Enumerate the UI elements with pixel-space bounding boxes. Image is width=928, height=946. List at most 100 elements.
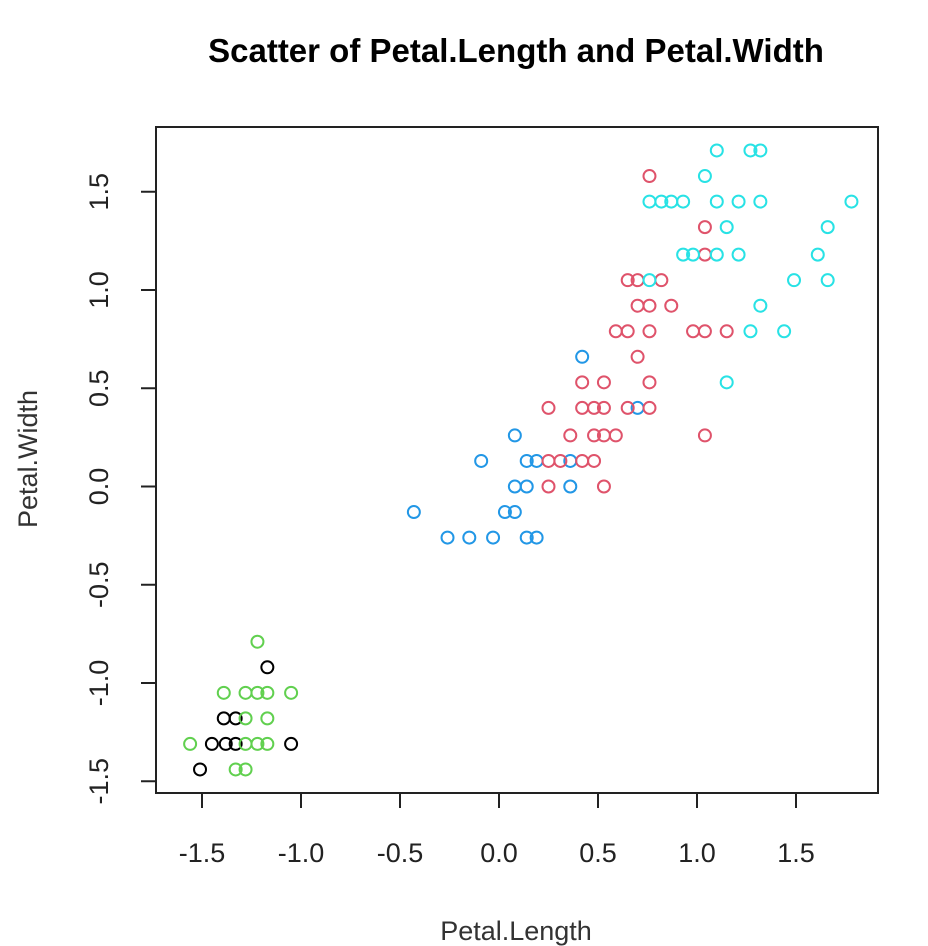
data-point-blue	[563, 479, 578, 494]
data-point-red	[608, 428, 623, 443]
data-point-red	[563, 428, 578, 443]
x-tick-label: 0.0	[480, 838, 518, 868]
data-point-black	[228, 711, 243, 726]
data-point-red	[642, 324, 657, 339]
data-point-cyan	[719, 220, 734, 235]
data-point-blue	[497, 505, 512, 520]
data-point-red	[642, 298, 657, 313]
data-point-cyan	[709, 194, 724, 209]
data-point-red	[697, 220, 712, 235]
y-tick-label: -0.5	[84, 561, 114, 608]
data-point-green	[250, 634, 265, 649]
data-point-black	[228, 736, 243, 751]
data-point-green	[183, 736, 198, 751]
y-axis: -1.5 -1.0 -0.5 0.0 0.5 1.0 1.5	[84, 173, 157, 805]
x-tick-label: 1.0	[678, 838, 716, 868]
data-point-red	[608, 324, 623, 339]
data-point-red	[587, 428, 602, 443]
data-point-green	[238, 685, 253, 700]
data-point-black	[284, 736, 299, 751]
data-point-blue	[529, 530, 544, 545]
data-point-cyan	[642, 194, 657, 209]
data-point-red	[664, 298, 679, 313]
data-point-green	[250, 685, 265, 700]
data-point-blue	[507, 505, 522, 520]
data-point-green	[228, 762, 243, 777]
data-point-red	[642, 375, 657, 390]
x-tick-label: 0.5	[579, 838, 617, 868]
data-point-cyan	[654, 194, 669, 209]
data-point-blue	[440, 530, 455, 545]
x-tick-label: -1.0	[278, 838, 325, 868]
y-tick-label: -1.5	[84, 758, 114, 805]
y-tick-label: 1.0	[84, 271, 114, 309]
data-point-black	[218, 736, 233, 751]
data-point-cyan	[686, 247, 701, 262]
data-point-blue	[575, 349, 590, 364]
data-point-cyan	[743, 143, 758, 158]
data-point-cyan	[820, 273, 835, 288]
data-point-cyan	[697, 169, 712, 184]
data-points	[183, 143, 859, 777]
data-point-red	[587, 400, 602, 415]
data-point-blue	[519, 453, 534, 468]
data-point-green	[260, 711, 275, 726]
data-point-cyan	[753, 194, 768, 209]
data-point-red	[686, 324, 701, 339]
data-point-cyan	[753, 298, 768, 313]
data-point-red	[630, 298, 645, 313]
data-point-blue	[519, 479, 534, 494]
data-point-blue	[519, 530, 534, 545]
data-point-cyan	[642, 273, 657, 288]
data-point-red	[697, 324, 712, 339]
data-point-cyan	[844, 194, 859, 209]
data-point-blue	[507, 428, 522, 443]
data-point-cyan	[810, 247, 825, 262]
data-point-blue	[507, 479, 522, 494]
y-tick-label: 1.5	[84, 173, 114, 211]
data-point-cyan	[709, 143, 724, 158]
x-tick-label: 1.5	[777, 838, 815, 868]
data-point-black	[216, 711, 231, 726]
data-point-cyan	[731, 247, 746, 262]
data-point-cyan	[820, 220, 835, 235]
data-point-red	[620, 324, 635, 339]
data-point-blue	[462, 530, 477, 545]
data-point-red	[541, 400, 556, 415]
y-tick-label: 0.5	[84, 369, 114, 407]
data-point-cyan	[676, 247, 691, 262]
data-point-cyan	[709, 247, 724, 262]
data-point-green	[238, 711, 253, 726]
data-point-black	[204, 736, 219, 751]
data-point-red	[620, 273, 635, 288]
chart-title: Scatter of Petal.Length and Petal.Width	[208, 32, 824, 69]
data-point-cyan	[676, 194, 691, 209]
data-point-green	[216, 685, 231, 700]
data-point-green	[260, 736, 275, 751]
data-point-green	[260, 685, 275, 700]
data-point-green	[250, 736, 265, 751]
y-tick-label: 0.0	[84, 468, 114, 506]
x-tick-label: -0.5	[377, 838, 424, 868]
data-point-red	[541, 479, 556, 494]
y-tick-label: -1.0	[84, 660, 114, 707]
data-point-black	[260, 660, 275, 675]
data-point-red	[587, 453, 602, 468]
data-point-red	[575, 375, 590, 390]
data-point-red	[719, 324, 734, 339]
data-point-green	[284, 685, 299, 700]
data-point-blue	[406, 505, 421, 520]
x-axis: -1.5 -1.0 -0.5 0.0 0.5 1.0 1.5	[179, 792, 815, 868]
data-point-red	[697, 428, 712, 443]
data-point-cyan	[719, 375, 734, 390]
data-point-green	[238, 762, 253, 777]
data-point-red	[642, 169, 657, 184]
data-point-red	[596, 479, 611, 494]
data-point-cyan	[731, 194, 746, 209]
data-point-red	[575, 400, 590, 415]
data-point-red	[620, 400, 635, 415]
x-tick-label: -1.5	[179, 838, 226, 868]
data-point-red	[596, 400, 611, 415]
data-point-black	[193, 762, 208, 777]
